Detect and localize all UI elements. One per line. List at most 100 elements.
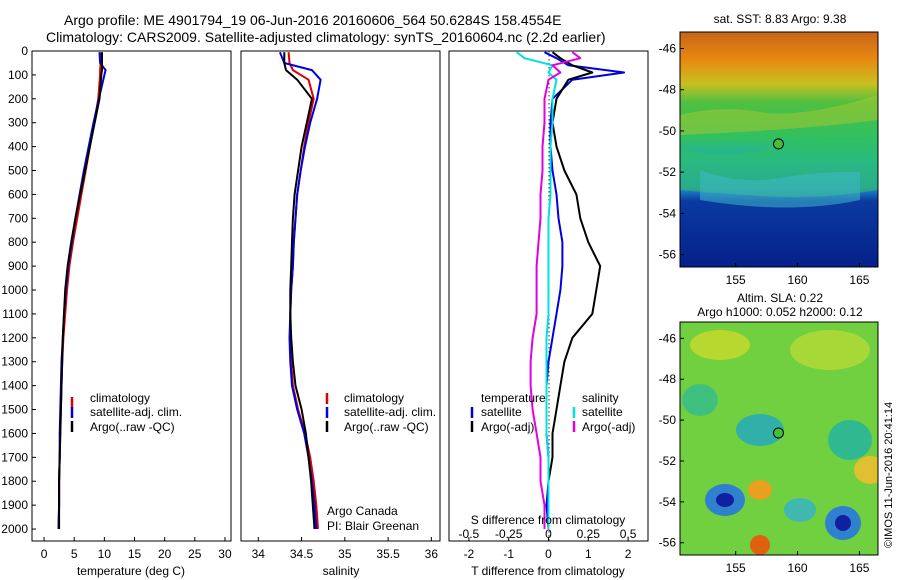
x-tick-label: 34.5 [290, 547, 314, 561]
x-tick-label: -2 [464, 547, 475, 561]
map-y-tick-label: -56 [659, 536, 677, 550]
legend-sal-argo: Argo(-adj) [582, 420, 635, 434]
credit-label: ©IMOS 11-Jun-2016 20:41:14 [883, 402, 895, 548]
series-line [283, 52, 316, 530]
salinity-lines [278, 51, 322, 530]
salinity-xlabel: salinity [323, 564, 360, 578]
series-line [547, 51, 602, 529]
salinity-x-axis: 34 34.5 35 35.5 36 [252, 537, 439, 561]
x-tick-label: 35.5 [376, 547, 400, 561]
x-tick-label-salinity: 0.5 [620, 527, 637, 541]
argo-location-marker [772, 427, 784, 439]
salinity-legend-argo: Argo(..raw -QC) [344, 420, 429, 434]
sla-map-frame [679, 321, 879, 556]
map-y-tick-label: -48 [659, 372, 677, 386]
x-tick-label: 30 [218, 547, 232, 561]
map-x-tick-label: 160 [788, 273, 808, 287]
depth-tick-label: 1100 [2, 307, 28, 321]
sla-map-panel: Altim. SLA: 0.22 Argo h1000: 0.052 h2000… [659, 291, 879, 575]
sla-map-title-1: Altim. SLA: 0.22 [737, 291, 823, 305]
map-y-tick-label: -46 [659, 331, 677, 345]
legend-title-salinity: salinity [582, 391, 619, 405]
sla-low-core [835, 515, 851, 531]
x-tick-label: 20 [158, 547, 172, 561]
header-line-2: Climatology: CARS2009. Satellite-adjuste… [46, 29, 606, 45]
temperature-lines [57, 52, 107, 530]
map-x-tick-label: 165 [849, 561, 869, 575]
temperature-legend-argo: Argo(..raw -QC) [90, 420, 175, 434]
depth-tick-label: 1000 [1, 283, 28, 297]
sst-warm-edge [680, 95, 878, 135]
map-y-tick-label: -54 [659, 206, 677, 220]
depth-tick-label: 200 [8, 92, 28, 106]
depth-tick-label: 800 [8, 235, 28, 249]
temperature-legend-satellite: satellite-adj. clim. [90, 405, 182, 419]
depth-tick-label: 1400 [1, 379, 28, 393]
x-tick-label: 2 [625, 547, 632, 561]
series-line [529, 51, 582, 529]
depth-tick-label: 2000 [1, 522, 28, 536]
map-x-tick-label: 160 [788, 561, 808, 575]
depth-tick-label: 1700 [1, 450, 28, 464]
sla-map-title-2: Argo h1000: 0.052 h2000: 0.12 [697, 305, 863, 319]
map-x-tick-label: 165 [849, 273, 869, 287]
x-tick-label: 1 [585, 547, 592, 561]
map-y-tick-label: -52 [659, 165, 677, 179]
salinity-legend-climatology: climatology [344, 391, 404, 405]
difference-lines [516, 51, 626, 530]
x-tick-label: -1 [503, 547, 514, 561]
depth-tick-label: 900 [8, 259, 28, 273]
map-y-tick-label: -48 [659, 83, 677, 97]
map-y-tick-label: -54 [659, 495, 677, 509]
sla-high-eddy [750, 535, 770, 555]
x-tick-label: 36 [425, 547, 439, 561]
depth-tick-label: 500 [8, 164, 28, 178]
x-tick-label-salinity: 0.25 [577, 527, 601, 541]
series-line [516, 51, 558, 529]
legend-title-temperature: temperature [481, 391, 546, 405]
x-tick-label: 5 [71, 547, 78, 561]
sla-blob [854, 456, 878, 484]
difference-xlabel: T difference from climatology [471, 564, 625, 578]
depth-tick-label: 100 [8, 68, 28, 82]
sst-map-frame [679, 31, 879, 268]
temperature-legend-climatology: climatology [90, 391, 150, 405]
sla-blob [784, 498, 816, 522]
temperature-xlabel: temperature (deg C) [77, 564, 185, 578]
difference-legend: temperature salinity satellite Argo(-adj… [470, 391, 635, 434]
sla-low-core [716, 493, 734, 507]
temperature-legend: climatology satellite-adj. clim. Argo(..… [70, 391, 182, 434]
sla-blob [690, 330, 750, 360]
sst-map-title: sat. SST: 8.83 Argo: 9.38 [714, 12, 847, 26]
map-y-tick-label: -52 [659, 454, 677, 468]
map-y-tick-label: -46 [659, 41, 677, 55]
sla-blob [828, 420, 872, 460]
map-y-tick-label: -56 [659, 248, 677, 262]
salinity-panel: 34 34.5 35 35.5 36 salinity climatology sate… [240, 50, 441, 578]
map-y-tick-label: -50 [659, 413, 677, 427]
map-x-tick-label: 155 [726, 273, 746, 287]
pi-label: PI: Blair Greenan [327, 519, 419, 533]
depth-tick-label: 1800 [1, 474, 28, 488]
depth-tick-label: 1900 [1, 498, 28, 512]
header-line-1: Argo profile: ME 4901794_19 06-Jun-2016 … [64, 12, 561, 28]
depth-tick-label: 1500 [1, 403, 28, 417]
legend-sal-satellite: satellite [582, 405, 623, 419]
salinity-plot-frame [240, 50, 441, 542]
x-tick-label-salinity: -0.25 [495, 527, 523, 541]
depth-axis: 0 100 200 300 400 500 600 700 800 900 1000 1100 1200… [1, 44, 36, 536]
series-line [58, 52, 103, 529]
difference-x-axis: -2 -1 0 1 2 -0.5 -0.25 0 0.25 0.5 [459, 527, 637, 561]
x-tick-label: 0 [41, 547, 48, 561]
sla-blob [682, 384, 718, 416]
argo-canada-label: Argo Canada [327, 504, 398, 518]
depth-tick-label: 1300 [1, 355, 28, 369]
temperature-x-axis: 0 5 10 15 20 25 30 [41, 537, 232, 561]
salinity-legend-satellite: satellite-adj. clim. [344, 405, 436, 419]
depth-tick-label: 300 [8, 116, 28, 130]
sla-blob [790, 330, 870, 370]
sst-map-panel: sat. SST: 8.83 Argo: 9.38 155 160 165 -46 -4… [659, 12, 879, 287]
x-tick-label: 10 [98, 547, 112, 561]
x-tick-label: 0 [545, 547, 552, 561]
